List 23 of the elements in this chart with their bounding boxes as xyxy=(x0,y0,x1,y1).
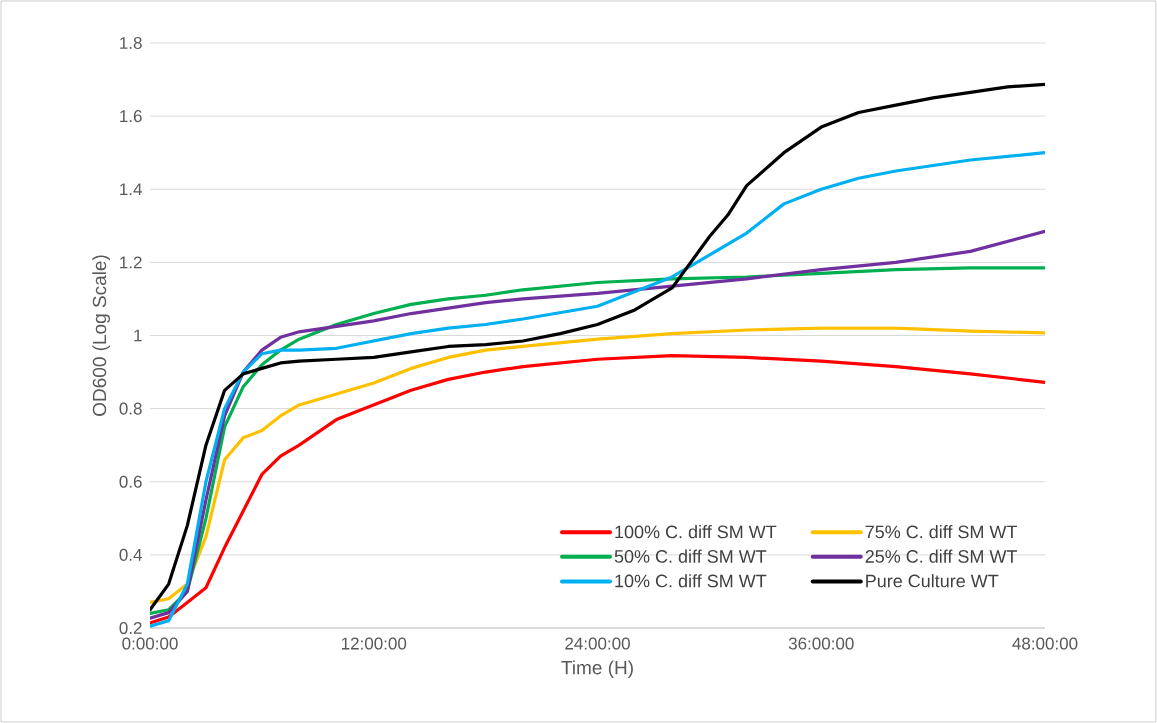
y-tick-label: 1 xyxy=(134,329,142,342)
legend-label: Pure Culture WT xyxy=(866,574,999,588)
x-axis-title: Time (H) xyxy=(561,660,633,679)
y-tick-label: 0.4 xyxy=(119,548,142,561)
x-tick-label: 12:00:00 xyxy=(341,637,407,650)
legend-label: 75% C. diff SM WT xyxy=(865,525,1017,539)
x-tick-label: 0:00:00 xyxy=(122,637,178,650)
y-tick-label: 0.2 xyxy=(119,621,142,635)
y-axis-title: OD600 (Log Scale) xyxy=(92,255,110,416)
legend-label: 10% C. diff SM WT xyxy=(615,574,767,588)
legend-label: 100% C. diff SM WT xyxy=(615,525,777,539)
y-tick-label: 1.2 xyxy=(120,256,142,269)
x-tick-label: 48:00:00 xyxy=(1012,637,1078,650)
y-tick-label: 0.8 xyxy=(119,402,142,415)
y-tick-label: 1.6 xyxy=(120,110,142,123)
x-tick-label: 24:00:00 xyxy=(565,637,630,650)
y-tick-label: 1.8 xyxy=(120,36,142,50)
legend-label: 25% C. diff SM WT xyxy=(865,549,1017,563)
legend-label: 50% C. diff SM WT xyxy=(614,549,767,563)
y-tick-label: 1.4 xyxy=(120,183,142,196)
line-series xyxy=(150,326,1045,604)
y-tick-label: 0.6 xyxy=(119,475,142,488)
x-tick-label: 36:00:00 xyxy=(788,637,854,650)
